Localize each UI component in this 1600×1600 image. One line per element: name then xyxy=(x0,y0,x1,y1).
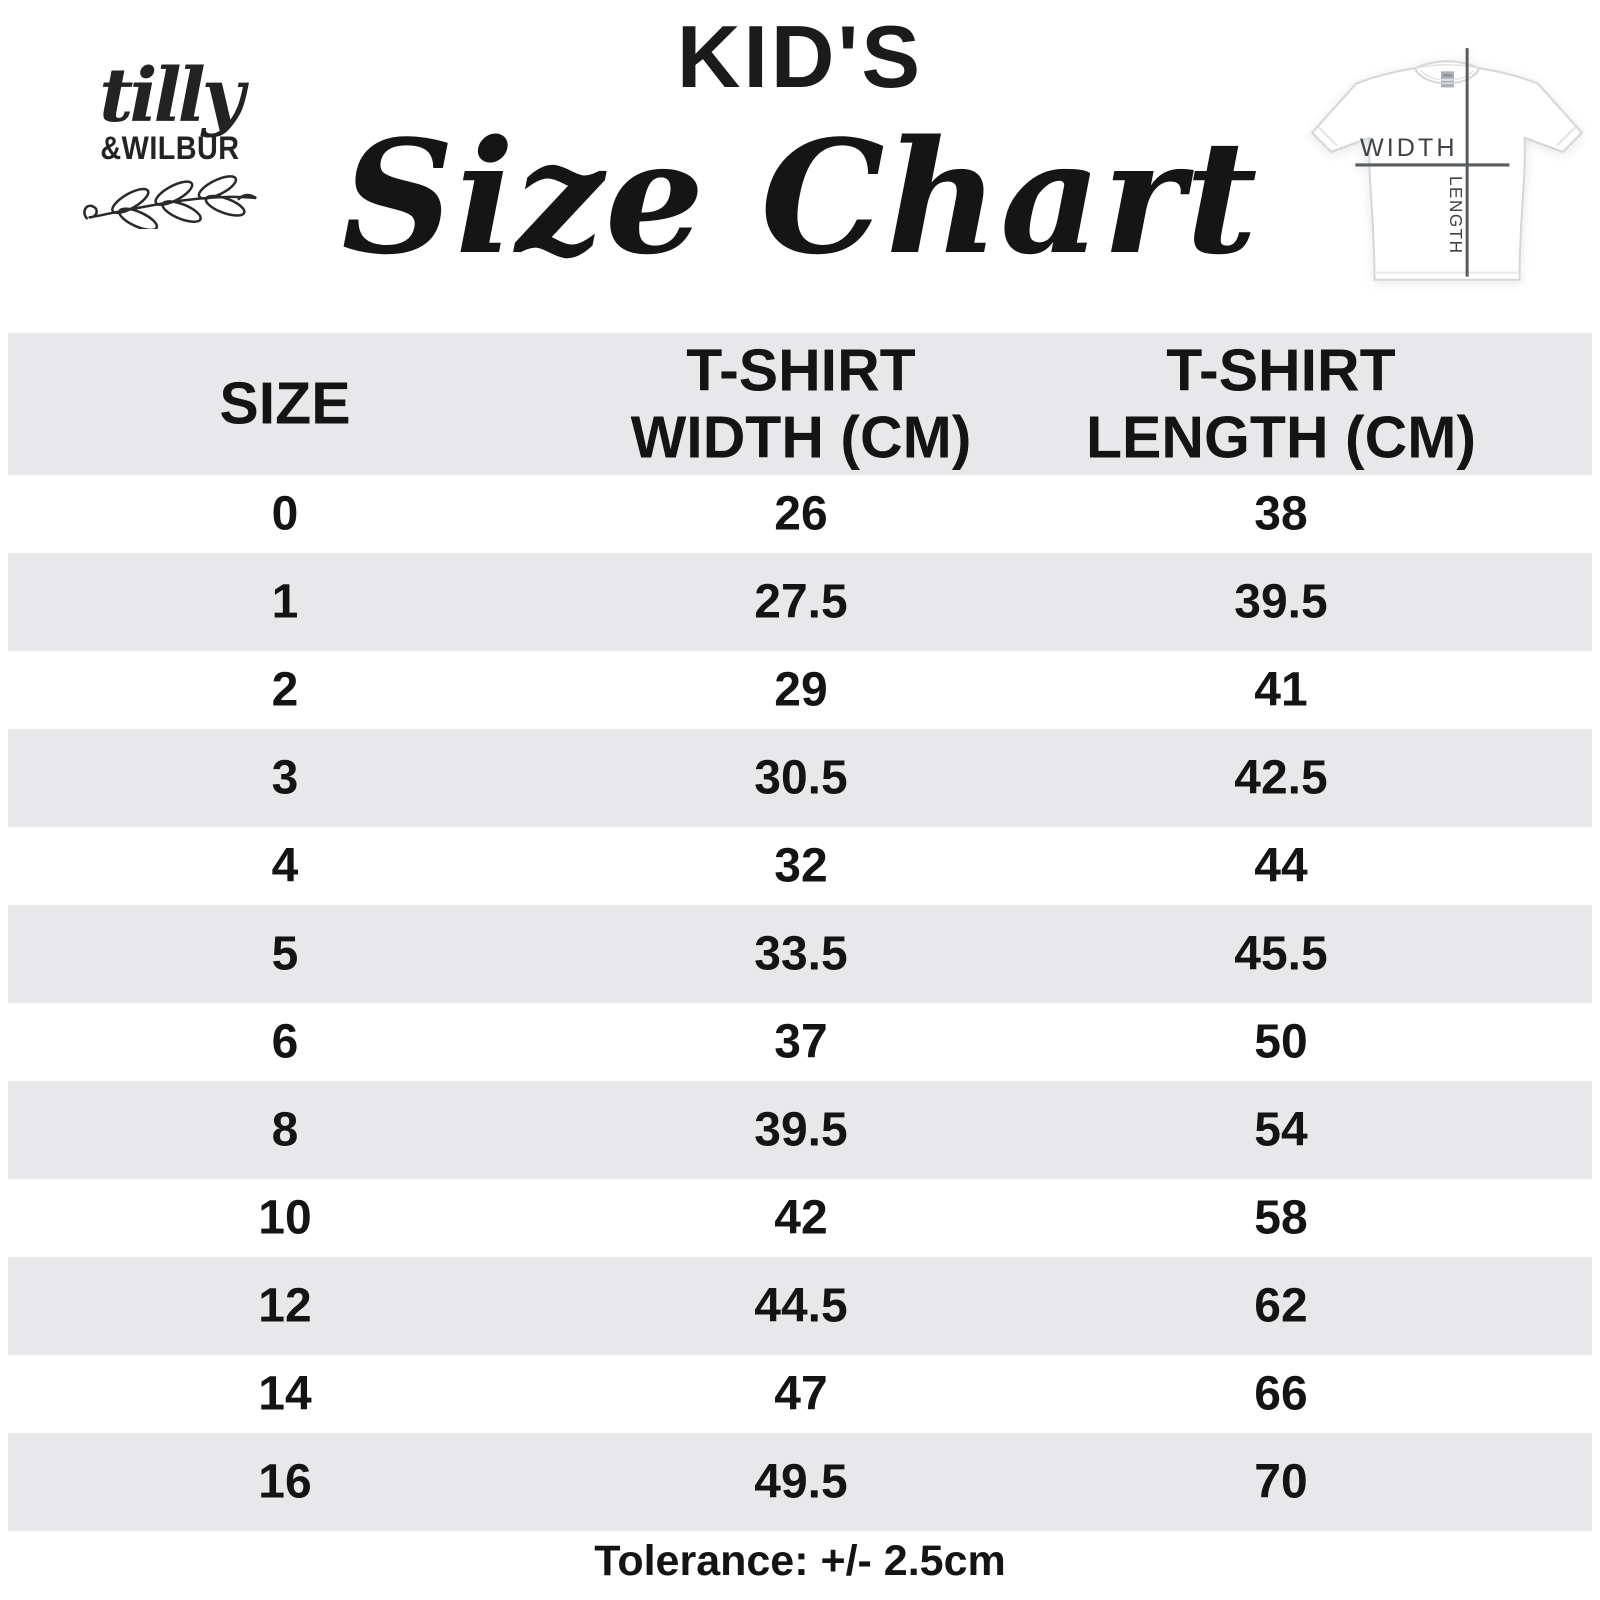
table-row: 1 27.5 39.5 xyxy=(8,553,1592,651)
laurel-branch-icon xyxy=(83,174,257,231)
table-row: 4 32 44 xyxy=(8,827,1592,905)
size-cell: 6 xyxy=(271,1015,299,1069)
size-cell: 0 xyxy=(271,487,299,541)
table-body: 0 26 38 1 27.5 39.5 2 29 41 3 30.5 42.5 4 32 44 5 33.5 45… xyxy=(8,475,1592,1531)
width-cell: 32 xyxy=(774,839,828,893)
size-cell: 8 xyxy=(271,1103,299,1157)
width-cell: 44.5 xyxy=(754,1279,848,1333)
table-row: 0 26 38 xyxy=(8,475,1592,553)
length-cell: 39.5 xyxy=(1234,575,1328,629)
size-cell: 16 xyxy=(258,1455,312,1509)
length-cell: 70 xyxy=(1254,1455,1308,1509)
tolerance-note: Tolerance: +/- 2.5cm xyxy=(594,1537,1006,1585)
width-cell: 37 xyxy=(774,1015,828,1069)
length-cell: 50 xyxy=(1254,1015,1308,1069)
brand-name-script: tilly xyxy=(99,53,245,139)
size-cell: 12 xyxy=(258,1279,312,1333)
size-cell: 10 xyxy=(258,1191,312,1245)
table-row: 2 29 41 xyxy=(8,651,1592,729)
length-cell: 41 xyxy=(1254,663,1308,717)
width-cell: 30.5 xyxy=(754,751,848,805)
tshirt-measurement-diagram: WIDTH LENGTH xyxy=(1310,48,1584,281)
brand-name-caps: &WILBUR xyxy=(100,129,240,166)
length-cell: 54 xyxy=(1254,1103,1308,1157)
table-row: 14 47 66 xyxy=(8,1355,1592,1433)
width-cell: 27.5 xyxy=(754,575,848,629)
page-title: Size Chart xyxy=(341,106,1259,289)
table-header-row: SIZE T-SHIRT WIDTH (CM) T-SHIRT LENGTH (CM) xyxy=(8,333,1592,475)
size-cell: 1 xyxy=(271,575,299,629)
length-cell: 66 xyxy=(1254,1367,1308,1421)
length-cell: 45.5 xyxy=(1234,927,1328,981)
table-row: 12 44.5 62 xyxy=(8,1257,1592,1355)
width-cell: 33.5 xyxy=(754,927,848,981)
width-cell: 26 xyxy=(774,487,828,541)
width-cell: 29 xyxy=(774,663,828,717)
length-label: LENGTH xyxy=(1446,176,1465,254)
table-row: 16 49.5 70 xyxy=(8,1433,1592,1531)
brand-logo: tilly &WILBUR xyxy=(70,53,270,234)
length-cell: 58 xyxy=(1254,1191,1308,1245)
tshirt-body xyxy=(1310,60,1584,281)
table-row: 8 39.5 54 xyxy=(8,1081,1592,1179)
size-cell: 5 xyxy=(271,927,299,981)
length-cell: 62 xyxy=(1254,1279,1308,1333)
table-row: 5 33.5 45.5 xyxy=(8,905,1592,1003)
column-header: T-SHIRT LENGTH (CM) xyxy=(1086,337,1476,470)
column-header: T-SHIRT WIDTH (CM) xyxy=(630,337,972,470)
size-cell: 4 xyxy=(271,839,299,893)
width-cell: 42 xyxy=(774,1191,828,1245)
size-cell: 14 xyxy=(258,1367,312,1421)
table-row: 6 37 50 xyxy=(8,1003,1592,1081)
table-row: 3 30.5 42.5 xyxy=(8,729,1592,827)
length-cell: 42.5 xyxy=(1234,751,1328,805)
width-cell: 49.5 xyxy=(754,1455,848,1509)
size-cell: 3 xyxy=(271,751,299,805)
column-header: SIZE xyxy=(219,370,351,437)
width-cell: 47 xyxy=(774,1367,828,1421)
length-cell: 38 xyxy=(1254,487,1308,541)
length-cell: 44 xyxy=(1254,839,1308,893)
width-cell: 39.5 xyxy=(754,1103,848,1157)
size-table: SIZE T-SHIRT WIDTH (CM) T-SHIRT LENGTH (CM) … xyxy=(8,333,1592,1531)
width-label: WIDTH xyxy=(1360,134,1458,162)
table-row: 10 42 58 xyxy=(8,1179,1592,1257)
size-cell: 2 xyxy=(271,663,299,717)
title-kicker: KID'S xyxy=(676,7,924,106)
